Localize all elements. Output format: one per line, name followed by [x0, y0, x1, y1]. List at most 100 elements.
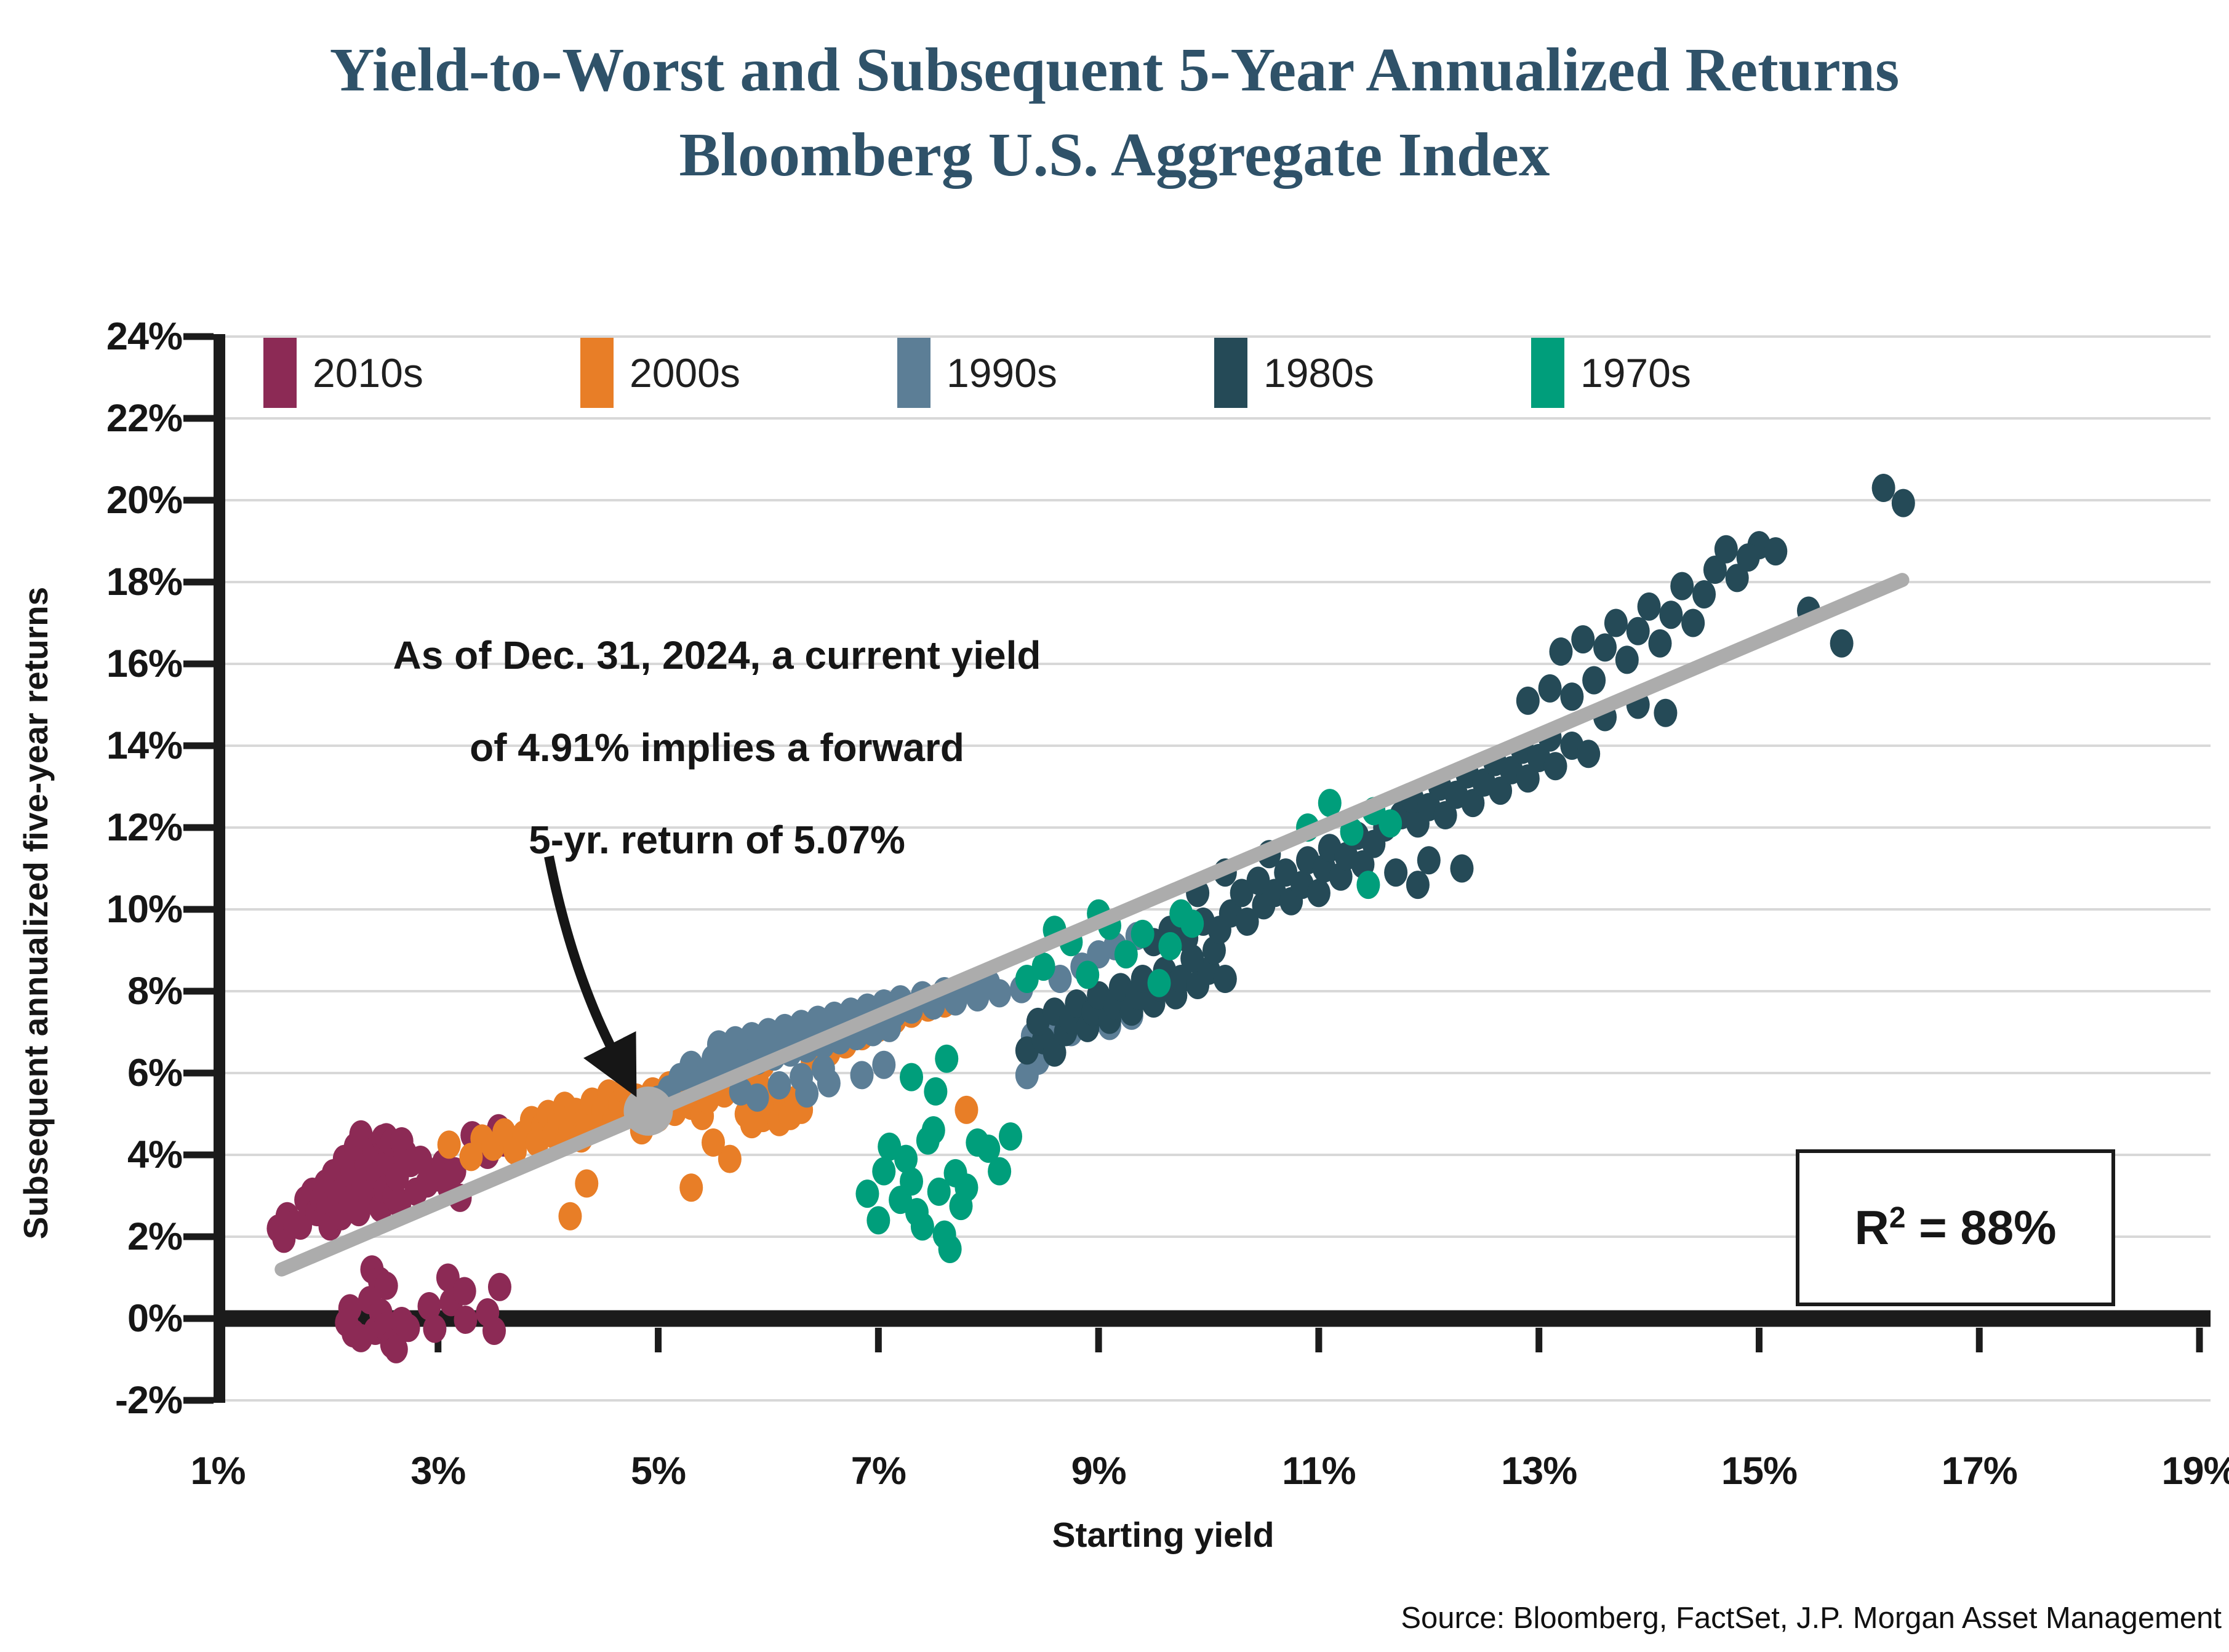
scatter-point-1970s — [855, 1179, 879, 1208]
scatter-point-1970s — [1076, 960, 1100, 989]
legend-swatch-1980s — [1214, 338, 1247, 408]
scatter-point-1980s — [1543, 752, 1567, 781]
scatter-point-2010s — [454, 1305, 478, 1334]
x-tick-label: 5% — [631, 1450, 686, 1493]
x-tick-label: 19% — [2161, 1450, 2229, 1493]
x-tick-label: 3% — [410, 1450, 466, 1493]
scatter-point-1970s — [927, 1177, 951, 1206]
legend-swatch-1990s — [897, 338, 930, 408]
y-tick-label: 0% — [127, 1297, 183, 1340]
scatter-point-1990s — [872, 1050, 896, 1079]
scatter-point-1980s — [1538, 674, 1562, 703]
scatter-point-1980s — [1433, 801, 1457, 830]
x-tick-label: 15% — [1721, 1450, 1798, 1493]
annotation-arrow — [544, 855, 637, 1098]
r-squared-prefix: R — [1854, 1200, 1889, 1255]
scatter-point-2000s — [575, 1169, 599, 1198]
chart-title-line1: Yield-to-Worst and Subsequent 5-Year Ann… — [329, 35, 1900, 104]
scatter-point-1970s — [910, 1212, 934, 1241]
scatter-point-1970s — [999, 1122, 1023, 1151]
scatter-point-2010s — [487, 1272, 511, 1301]
scatter-point-1980s — [1670, 572, 1694, 601]
scatter-point-1980s — [1626, 617, 1650, 645]
chart-title-line2: Bloomberg U.S. Aggregate Index — [679, 120, 1550, 189]
scatter-point-1980s — [1042, 1038, 1066, 1067]
scatter-point-1970s — [1031, 952, 1055, 981]
y-axis-title: Subsequent annualized five-year returns — [17, 586, 55, 1240]
scatter-point-1980s — [1516, 686, 1540, 715]
scatter-point-1970s — [1158, 932, 1182, 960]
x-axis-title: Starting yield — [1052, 1515, 1275, 1555]
annotation-line2: of 4.91% implies a forward — [470, 725, 964, 770]
scatter-point-1980s — [1516, 764, 1540, 793]
scatter-point-1970s — [921, 1116, 945, 1145]
scatter-point-2010s — [289, 1211, 313, 1240]
scatter-point-2010s — [417, 1292, 441, 1321]
scatter-point-1980s — [1213, 965, 1237, 994]
scatter-point-1980s — [1830, 629, 1854, 658]
legend-label-2010s: 2010s — [313, 350, 423, 396]
legend-label-1970s: 1970s — [1580, 350, 1691, 396]
scatter-point-1980s — [1681, 609, 1705, 637]
scatter-point-1980s — [1235, 907, 1259, 936]
y-tick-label: -2% — [114, 1379, 183, 1422]
r-squared-sup: 2 — [1889, 1202, 1906, 1234]
y-tick-label: 20% — [106, 479, 183, 522]
scatter-point-2010s — [442, 1157, 466, 1186]
scatter-point-1990s — [811, 1055, 835, 1083]
y-tick-label: 16% — [106, 642, 183, 685]
legend-item-1970s: 1970s — [1531, 338, 1691, 408]
scatter-point-1970s — [1147, 968, 1171, 997]
x-tick-label: 7% — [850, 1450, 906, 1493]
scatter-point-1980s — [1871, 474, 1895, 503]
legend-label-1980s: 1980s — [1263, 350, 1374, 396]
scatter-point-1970s — [924, 1077, 948, 1106]
scatter-point-2010s — [482, 1316, 506, 1345]
scatter-point-2000s — [718, 1144, 742, 1173]
scatter-point-1990s — [988, 979, 1012, 1008]
annotation-line3: 5-yr. return of 5.07% — [529, 818, 905, 862]
y-tick-label: 6% — [127, 1051, 183, 1095]
scatter-point-1990s — [745, 1083, 769, 1112]
y-tick-label: 18% — [106, 561, 183, 604]
scatter-point-2000s — [558, 1202, 582, 1231]
scatter-point-1990s — [767, 1071, 791, 1099]
scatter-point-1970s — [1131, 919, 1155, 948]
scatter-point-1980s — [1615, 645, 1639, 674]
scatter-point-1980s — [1637, 592, 1661, 621]
r-squared-rest: = 88% — [1905, 1200, 2057, 1255]
chart-title: Yield-to-Worst and Subsequent 5-Year Ann… — [0, 27, 2229, 197]
x-tick-label: 1% — [190, 1450, 246, 1493]
scatter-point-1970s — [1379, 809, 1403, 838]
scatter-point-1970s — [1356, 871, 1380, 900]
scatter-point-2000s — [679, 1173, 703, 1202]
scatter-point-1980s — [1703, 556, 1727, 585]
source-credit: Source: Bloomberg, FactSet, J.P. Morgan … — [1401, 1602, 2222, 1635]
scatter-point-1980s — [1582, 666, 1606, 695]
scatter-point-1980s — [1714, 535, 1738, 564]
x-tick-label: 11% — [1282, 1450, 1356, 1493]
scatter-point-1970s — [1340, 817, 1364, 846]
scatter-point-1970s — [900, 1167, 924, 1196]
x-tick-label: 17% — [1941, 1450, 2018, 1493]
scatter-point-1980s — [1450, 854, 1474, 883]
scatter-point-2000s — [437, 1130, 461, 1159]
scatter-point-2010s — [423, 1314, 447, 1343]
scatter-point-1970s — [938, 1234, 962, 1263]
y-tick-label: 10% — [106, 888, 183, 931]
scatter-point-2000s — [954, 1095, 978, 1124]
scatter-point-2000s — [702, 1128, 726, 1157]
scatter-point-1980s — [1406, 871, 1430, 900]
legend-item-1980s: 1980s — [1214, 338, 1374, 408]
legend-item-2000s: 2000s — [580, 338, 740, 408]
scatter-point-1970s — [954, 1173, 978, 1202]
scatter-point-1970s — [866, 1206, 890, 1235]
scatter-point-1980s — [1577, 740, 1601, 768]
y-tick-label: 22% — [106, 397, 183, 440]
scatter-point-1980s — [1560, 682, 1584, 711]
trend-line — [274, 573, 1910, 1277]
scatter-point-1980s — [1571, 625, 1595, 654]
y-tick-label: 4% — [127, 1133, 183, 1176]
